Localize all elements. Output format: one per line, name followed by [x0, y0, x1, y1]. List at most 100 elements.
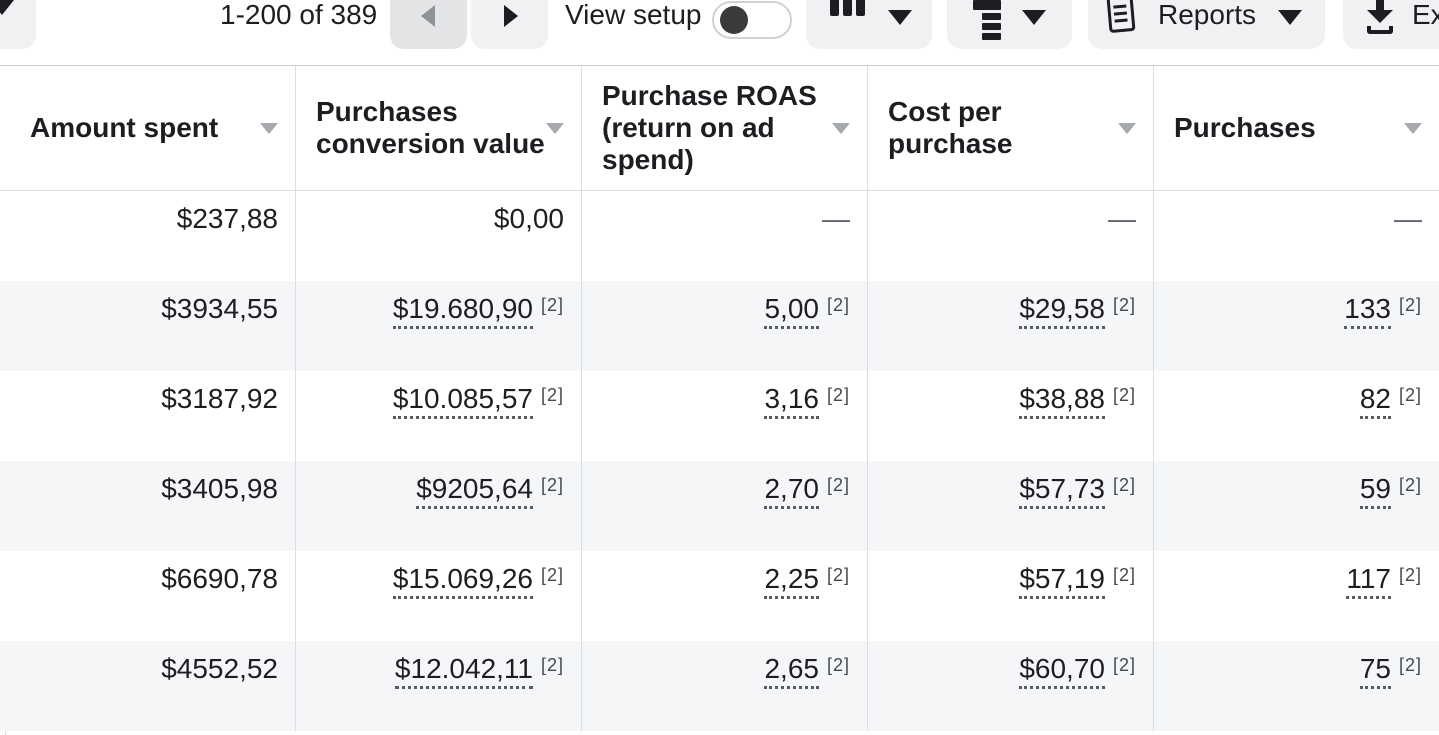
footnote-marker: [2]: [1112, 385, 1136, 405]
metric-value: $237,88: [176, 203, 278, 234]
table-row: $6690,78 $15.069,26 [2] 2,25 [2] $57,19 [2] 117…: [0, 551, 1439, 641]
report-icon: [1106, 0, 1136, 34]
metric-value[interactable]: 2,25: [764, 563, 819, 599]
pagination-range: 1-200 of 389: [220, 0, 378, 30]
table-cell: $9205,64 [2]: [295, 461, 581, 551]
footnote-marker: [2]: [540, 295, 564, 315]
metric-value[interactable]: 2,65: [764, 653, 819, 689]
column-header-label: Cost per purchase: [888, 96, 1013, 159]
table-cell: —: [581, 191, 867, 281]
table-cell: 82 [2]: [1153, 371, 1439, 461]
table-cell: $0,00: [295, 191, 581, 281]
metric-value[interactable]: $29,58: [1019, 293, 1105, 329]
column-header-purchases-conversion-value[interactable]: Purchases conversion value: [295, 66, 581, 190]
table-row: $3187,92 $10.085,57 [2] 3,16 [2] $38,88 [2] 82 […: [0, 371, 1439, 461]
footnote-marker: [2]: [1112, 475, 1136, 495]
sort-caret-icon: [260, 123, 278, 134]
empty-value: —: [822, 203, 850, 234]
metric-value: $0,00: [493, 203, 564, 234]
metric-value[interactable]: 133: [1344, 293, 1391, 329]
table-cell: $57,19 [2]: [867, 551, 1153, 641]
table-cell: $57,73 [2]: [867, 461, 1153, 551]
table-cell: $60,70 [2]: [867, 641, 1153, 731]
table-cell: 59 [2]: [1153, 461, 1439, 551]
columns-button[interactable]: [806, 0, 932, 49]
table-cell: $6690,78: [0, 551, 295, 641]
metric-value[interactable]: $19.680,90: [392, 293, 533, 329]
metric-value[interactable]: $15.069,26: [392, 563, 533, 599]
column-header-purchase-roas-return-on-ad-spend[interactable]: Purchase ROAS (return on ad spend): [581, 66, 867, 190]
chevron-right-icon: [504, 5, 518, 27]
table-cell: $29,58 [2]: [867, 281, 1153, 371]
view-setup-label: View setup: [565, 0, 702, 30]
footnote-marker: [2]: [1398, 295, 1422, 315]
table-cell: $237,88: [0, 191, 295, 281]
hidden-dropdown-button[interactable]: [0, 0, 36, 49]
table-header-row: Amount spent Purchases conversion value Pu…: [0, 66, 1439, 191]
metric-value[interactable]: $57,73: [1019, 473, 1105, 509]
metric-value: $3187,92: [161, 383, 278, 414]
breakdown-button[interactable]: [947, 0, 1072, 49]
export-button[interactable]: Ex: [1343, 0, 1439, 49]
column-header-label: Purchases conversion value: [316, 96, 545, 159]
metric-value[interactable]: $38,88: [1019, 383, 1105, 419]
footnote-marker: [2]: [826, 655, 850, 675]
metric-value[interactable]: $60,70: [1019, 653, 1105, 689]
table-cell: 2,25 [2]: [581, 551, 867, 641]
footnote-marker: [2]: [1112, 565, 1136, 585]
metric-value[interactable]: 117: [1346, 563, 1391, 599]
metric-value[interactable]: 3,16: [764, 383, 819, 419]
metric-value[interactable]: 5,00: [764, 293, 819, 329]
metric-value[interactable]: $9205,64: [416, 473, 533, 509]
column-header-label: Purchases: [1174, 112, 1316, 143]
chevron-down-icon: [1022, 10, 1046, 25]
footnote-marker: [2]: [826, 295, 850, 315]
table-cell: 2,65 [2]: [581, 641, 867, 731]
metric-value[interactable]: $57,19: [1019, 563, 1105, 599]
metrics-table: Amount spent Purchases conversion value Pu…: [0, 65, 1439, 731]
metric-value: $3405,98: [161, 473, 278, 504]
metric-value[interactable]: $12.042,11: [394, 653, 533, 689]
footnote-marker: [2]: [1112, 295, 1136, 315]
table-cell: $19.680,90 [2]: [295, 281, 581, 371]
export-button-label: Ex: [1412, 0, 1439, 30]
footnote-marker: [2]: [540, 655, 564, 675]
next-page-button[interactable]: [471, 0, 548, 49]
footnote-marker: [2]: [1398, 655, 1422, 675]
metric-value[interactable]: 75: [1359, 653, 1391, 689]
view-setup-toggle[interactable]: [712, 1, 792, 39]
table-cell: 2,70 [2]: [581, 461, 867, 551]
column-header-label: Amount spent: [30, 112, 219, 143]
reports-button[interactable]: Reports: [1088, 0, 1325, 49]
table-body: $237,88 $0,00— — — $3934,55 $19.680,90 [2] 5,00…: [0, 191, 1439, 731]
table-cell: 117 [2]: [1153, 551, 1439, 641]
metric-value[interactable]: 2,70: [764, 473, 819, 509]
footnote-marker: [2]: [540, 475, 564, 495]
table-cell: $15.069,26 [2]: [295, 551, 581, 641]
column-header-cost-per-purchase[interactable]: Cost per purchase: [867, 66, 1153, 190]
table-row: $237,88 $0,00 — — —: [0, 191, 1439, 281]
footnote-marker: [2]: [826, 565, 850, 585]
chevron-down-icon: [888, 10, 912, 25]
metric-value[interactable]: 82: [1359, 383, 1391, 419]
metric-value[interactable]: $10.085,57: [392, 383, 533, 419]
table-cell: $38,88 [2]: [867, 371, 1153, 461]
table-cell: $12.042,11 [2]: [295, 641, 581, 731]
column-header-label: Purchase ROAS (return on ad spend): [602, 80, 817, 175]
table-row: $3934,55 $19.680,90 [2] 5,00 [2] $29,58 [2] 133…: [0, 281, 1439, 371]
footnote-marker: [2]: [540, 565, 564, 585]
metric-value[interactable]: 59: [1359, 473, 1391, 509]
column-header-purchases[interactable]: Purchases: [1153, 66, 1439, 190]
footnote-marker: [2]: [826, 475, 850, 495]
previous-page-button[interactable]: [390, 0, 467, 49]
footnote-marker: [2]: [1398, 475, 1422, 495]
table-cell: $3405,98: [0, 461, 295, 551]
table-cell: 133 [2]: [1153, 281, 1439, 371]
column-header-amount-spent[interactable]: Amount spent: [0, 66, 295, 190]
table-cell: $3187,92: [0, 371, 295, 461]
footnote-marker: [2]: [826, 385, 850, 405]
table-cell: $3934,55: [0, 281, 295, 371]
table-cell: 3,16 [2]: [581, 371, 867, 461]
empty-value: —: [1108, 203, 1136, 234]
